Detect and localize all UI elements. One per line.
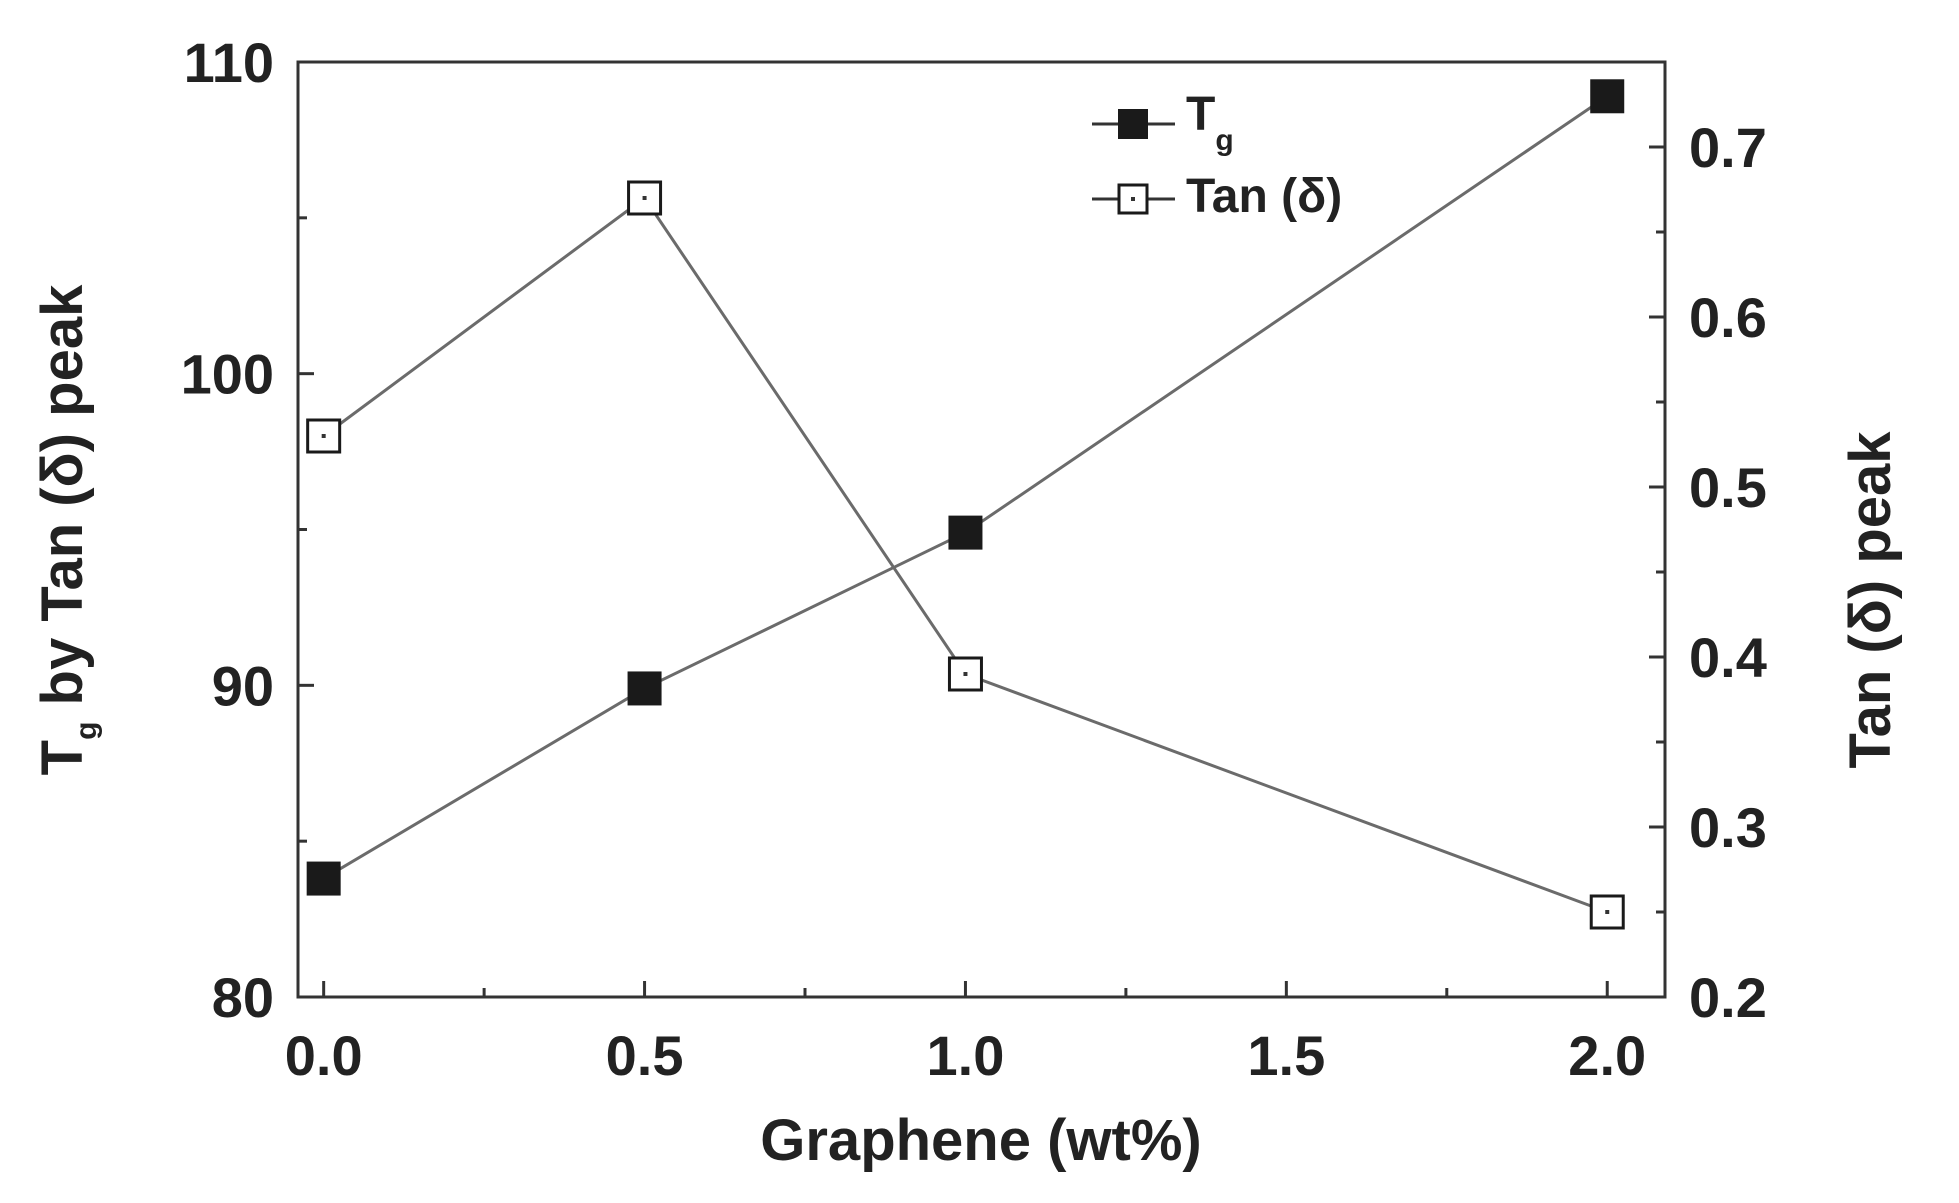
- data-point-tan: [627, 180, 663, 216]
- data-point-tan-dot: [1605, 910, 1610, 914]
- series-markers: [306, 79, 1625, 930]
- y-axis-title: Tg by Tan (δ) peak: [30, 284, 103, 775]
- y2-tick-label: 0.6: [1689, 286, 1767, 349]
- x-tick-label: 1.5: [1247, 1024, 1325, 1087]
- legend-tan-label: Tan (δ): [1186, 170, 1342, 223]
- y-tick-label: 100: [181, 343, 274, 406]
- series-lines: [322, 95, 1609, 914]
- x-axis-title: Graphene (wt%): [760, 1108, 1202, 1173]
- legend-tg-label-main: T: [1186, 88, 1215, 141]
- legend-tan-marker: [1117, 183, 1149, 215]
- legend-item-tg: Tg: [1092, 88, 1234, 157]
- axis-tick-labels: 0.0 0.5 1.0 1.5 2.0 80 90 100 110 0.2 0.3 0.4 0.5 0.6…: [181, 31, 1767, 1087]
- data-point-tan-dot: [321, 434, 326, 438]
- y2-tick-label: 0.5: [1689, 456, 1767, 519]
- y2-tick-label: 0.7: [1689, 116, 1767, 179]
- x-tick-label: 0.5: [606, 1024, 684, 1087]
- legend: Tg Tan (δ): [1092, 88, 1342, 223]
- axis-ticks: [298, 60, 1665, 999]
- y-axis-title-rest: by Tan (δ) peak: [30, 284, 95, 722]
- y-axis-title-main: T: [30, 740, 95, 775]
- y2-tick-label: 0.3: [1689, 796, 1767, 859]
- x-tick-label: 2.0: [1568, 1024, 1646, 1087]
- legend-tan-marker-dot: [1131, 197, 1135, 201]
- x-tick-label: 0.0: [285, 1024, 363, 1087]
- y-tick-label: 90: [212, 654, 274, 717]
- y-axis-title-subscript: g: [70, 722, 103, 740]
- legend-tg-label-subscript: g: [1215, 124, 1233, 157]
- series-line-tan: [322, 195, 1608, 914]
- data-point-tg: [627, 671, 662, 706]
- y2-tick-label: 0.4: [1689, 626, 1767, 689]
- legend-tg-label: Tg: [1186, 88, 1234, 157]
- data-point-tg: [306, 861, 341, 896]
- y-tick-label: 80: [212, 966, 274, 1029]
- legend-tg-marker: [1118, 109, 1148, 139]
- data-point-tan-dot: [642, 196, 647, 200]
- y2-axis-title: Tan (δ) peak: [1838, 431, 1903, 769]
- data-point-tg: [1590, 79, 1625, 114]
- legend-item-tan: Tan (δ): [1092, 170, 1342, 223]
- y-tick-label: 110: [184, 31, 274, 94]
- data-point-tg: [948, 515, 983, 550]
- data-point-tan-dot: [963, 672, 968, 676]
- x-tick-label: 1.0: [927, 1024, 1005, 1087]
- y2-tick-label: 0.2: [1689, 966, 1767, 1029]
- series-line-tg: [322, 95, 1609, 880]
